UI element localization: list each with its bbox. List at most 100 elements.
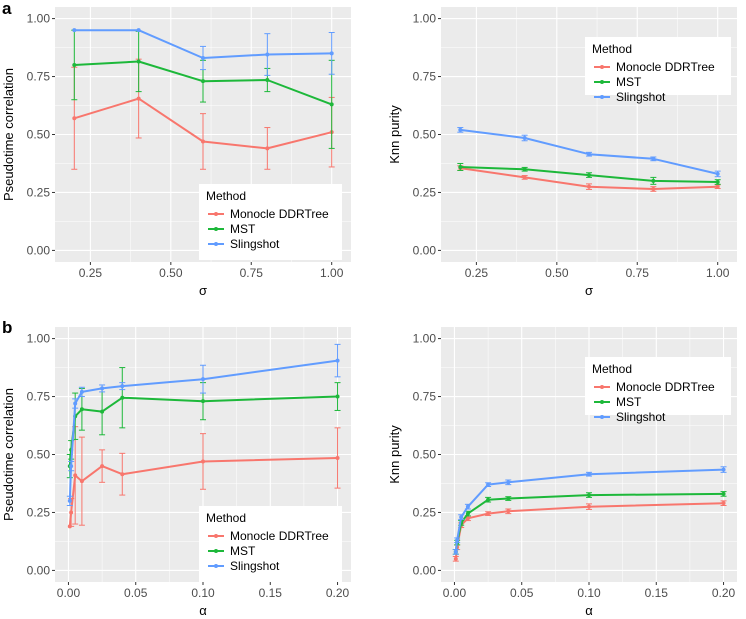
data-point	[335, 394, 340, 399]
data-point	[73, 401, 78, 406]
data-point	[201, 399, 205, 404]
x-tick-label: 0.10	[191, 586, 215, 600]
data-point	[453, 556, 458, 561]
x-tick-label: 0.20	[712, 586, 736, 600]
legend-label: Slingshot	[230, 237, 280, 251]
data-point	[265, 52, 270, 57]
chart-a_left: 0.25 0.50 0.75 1.00 0.00 0.25 0.50 0.75 1.00 σ Pse…	[1, 7, 351, 298]
legend-box	[199, 184, 342, 260]
legend-label: Monocle DDRTree	[230, 529, 329, 543]
y-tick-label: 0.00	[413, 563, 437, 577]
data-point	[265, 78, 270, 83]
series-mst	[457, 162, 721, 185]
data-point	[100, 464, 105, 469]
data-point	[522, 135, 527, 140]
legend-label: Monocle DDRTree	[230, 207, 329, 221]
data-point	[100, 409, 105, 414]
x-tick-label: 0.50	[159, 266, 183, 280]
series-line	[68, 359, 338, 501]
x-tick-label: 0.75	[240, 266, 264, 280]
data-point	[506, 496, 511, 501]
data-point	[69, 464, 74, 469]
data-point	[201, 79, 205, 84]
x-tick-label: 0.00	[443, 586, 467, 600]
legend-label: MST	[230, 544, 256, 558]
data-point	[67, 498, 72, 503]
data-point	[120, 395, 125, 400]
series-mst	[71, 29, 335, 149]
legend-swatch-point	[214, 564, 218, 568]
legend-swatch-point	[214, 227, 218, 231]
series-slingshot	[72, 28, 335, 76]
legend-swatch-point	[214, 549, 218, 553]
y-axis-label: Knn purity	[387, 425, 402, 484]
data-point	[69, 510, 74, 515]
data-point	[715, 180, 720, 185]
y-tick-label: 0.75	[413, 390, 437, 404]
chart-b_left: 0.00 0.05 0.10 0.15 0.20 0.00 0.25 0.50 0.75 1.00…	[1, 327, 351, 618]
x-tick-label: 1.00	[706, 266, 730, 280]
legend-label: Slingshot	[616, 410, 666, 424]
data-point	[651, 178, 656, 183]
data-point	[67, 524, 72, 529]
x-tick-label: 0.25	[465, 266, 489, 280]
legend-swatch-point	[600, 400, 604, 404]
legend-swatch-point	[600, 415, 604, 419]
data-point	[335, 455, 340, 460]
legend-box	[199, 506, 342, 582]
y-tick-label: 1.00	[413, 332, 437, 346]
data-point	[522, 167, 527, 172]
data-point	[79, 389, 84, 394]
y-tick-label: 0.50	[413, 128, 437, 142]
data-point	[486, 482, 491, 487]
data-point	[587, 173, 591, 178]
data-point	[587, 152, 591, 157]
data-point	[651, 156, 656, 161]
y-axis-label: Pseudotime correlation	[1, 388, 16, 521]
y-tick-label: 0.75	[27, 70, 51, 84]
data-point	[201, 56, 205, 60]
data-point	[265, 146, 270, 151]
data-point	[72, 28, 77, 33]
data-point	[201, 459, 205, 464]
data-point	[73, 473, 78, 478]
data-point	[453, 549, 458, 554]
y-tick-label: 0.00	[413, 243, 437, 257]
data-point	[120, 384, 125, 389]
data-point	[715, 171, 720, 176]
series-slingshot	[457, 127, 721, 178]
x-axis-label: σ	[199, 283, 207, 298]
legend-label: Slingshot	[616, 90, 666, 104]
legend-label: MST	[616, 75, 642, 89]
y-tick-label: 1.00	[27, 332, 51, 346]
panel-label-b: b	[2, 318, 12, 337]
series-line	[68, 457, 338, 527]
data-point	[458, 127, 463, 132]
legend-title: Method	[592, 362, 632, 376]
x-axis-label: α	[585, 603, 593, 618]
y-tick-label: 0.00	[27, 243, 51, 257]
y-tick-label: 0.50	[413, 448, 437, 462]
x-axis-label: σ	[585, 283, 593, 298]
legend-swatch-point	[214, 212, 218, 216]
legend-swatch-point	[600, 80, 604, 84]
legend-swatch-point	[214, 534, 218, 538]
y-tick-label: 0.25	[27, 505, 51, 519]
legend-swatch-point	[600, 65, 604, 69]
data-point	[721, 491, 726, 496]
data-point	[79, 479, 84, 484]
data-point	[136, 96, 141, 101]
y-tick-label: 1.00	[413, 12, 437, 26]
data-point	[715, 184, 720, 189]
x-tick-label: 0.10	[577, 586, 601, 600]
y-tick-label: 0.50	[27, 448, 51, 462]
data-point	[335, 358, 340, 363]
y-tick-label: 1.00	[27, 12, 51, 26]
x-tick-label: 0.75	[626, 266, 650, 280]
legend-label: MST	[616, 395, 642, 409]
data-point	[329, 102, 334, 107]
data-point	[459, 515, 464, 520]
data-point	[72, 116, 77, 121]
